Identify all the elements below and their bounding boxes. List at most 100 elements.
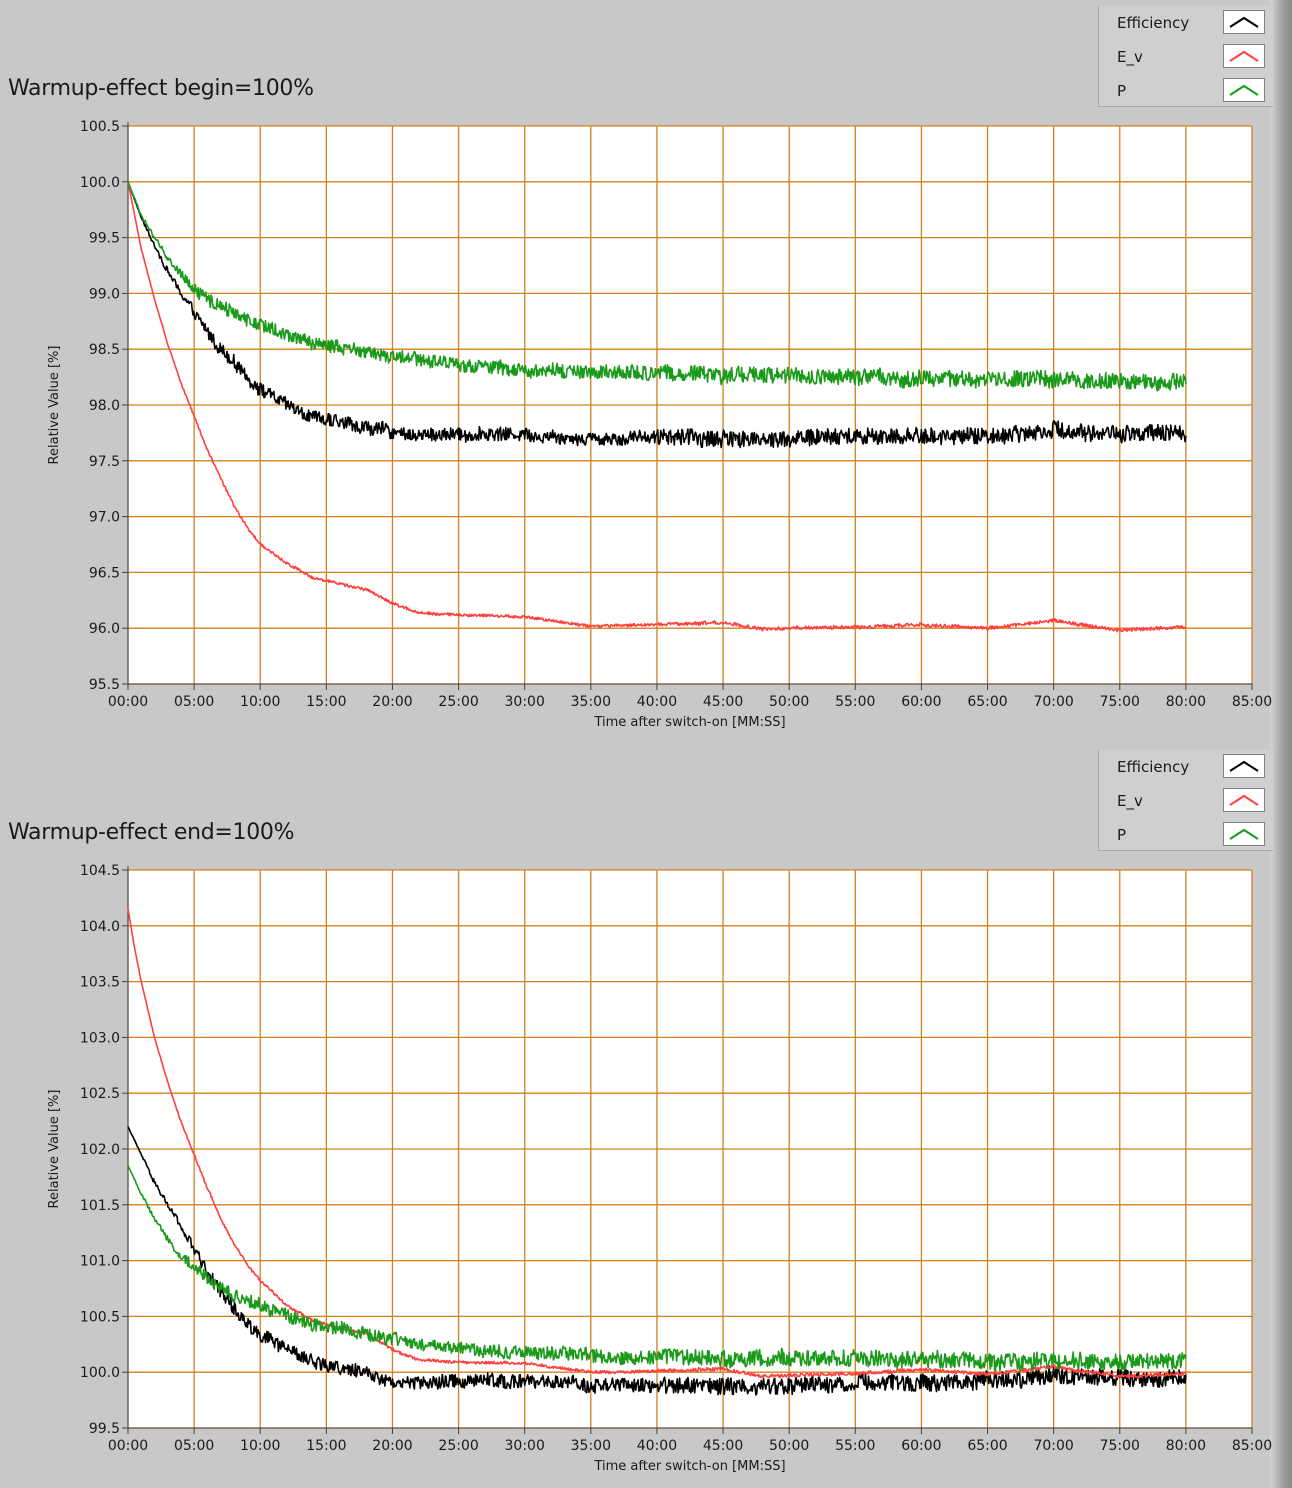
x-tick-label: 75:00 <box>1100 1438 1140 1454</box>
y-tick-label: 101.5 <box>80 1198 120 1214</box>
x-tick-label: 55:00 <box>835 694 875 710</box>
y-tick-label: 100.0 <box>80 175 120 191</box>
legend-line-icon <box>1229 50 1259 62</box>
series-line-efficiency <box>127 181 1187 449</box>
y-tick-label: 100.5 <box>80 1309 120 1325</box>
y-tick-label: 96.0 <box>89 621 120 637</box>
x-tick-label: 60:00 <box>901 694 941 710</box>
x-tick-label: 25:00 <box>438 694 478 710</box>
y-tick-label: 103.5 <box>80 975 120 991</box>
x-tick-label: 65:00 <box>967 1438 1007 1454</box>
legend-item-p[interactable]: P <box>1099 76 1273 106</box>
legend-line-icon <box>1229 84 1259 96</box>
chart-title: Warmup-effect begin=100% <box>8 76 314 101</box>
line-chart: Relative Value [%] Time after switch-on … <box>47 863 1272 1474</box>
x-tick-label: 15:00 <box>306 1438 346 1454</box>
chart-panel-begin: Warmup-effect begin=100% Efficiency E_v … <box>8 0 1292 744</box>
x-tick-label: 80:00 <box>1166 1438 1206 1454</box>
y-tick-label: 97.5 <box>89 454 120 470</box>
x-tick-label: 05:00 <box>174 694 214 710</box>
x-tick-label: 45:00 <box>703 694 743 710</box>
legend-line-icon <box>1229 794 1259 806</box>
y-tick-label: 99.0 <box>89 286 120 302</box>
y-tick-label: 101.0 <box>80 1254 120 1270</box>
x-tick-label: 55:00 <box>835 1438 875 1454</box>
legend-item-efficiency[interactable]: Efficiency <box>1099 8 1273 38</box>
legend-label: E_v <box>1117 48 1143 66</box>
legend-swatch-p[interactable] <box>1223 822 1265 846</box>
x-tick-label: 00:00 <box>108 694 148 710</box>
y-axis-label: Relative Value [%] <box>47 1090 62 1209</box>
legend-swatch-efficiency[interactable] <box>1223 10 1265 34</box>
line-chart: Relative Value [%] Time after switch-on … <box>47 119 1272 730</box>
x-tick-label: 65:00 <box>967 694 1007 710</box>
legend-item-e-v[interactable]: E_v <box>1099 786 1273 816</box>
x-tick-label: 75:00 <box>1100 694 1140 710</box>
legend-label: E_v <box>1117 792 1143 810</box>
y-tick-label: 96.5 <box>89 565 120 581</box>
chart-panel-end: Warmup-effect end=100% Efficiency E_v P … <box>0 744 1292 1488</box>
y-tick-label: 104.5 <box>80 863 120 879</box>
x-tick-label: 15:00 <box>306 694 346 710</box>
legend-swatch-e-v[interactable] <box>1223 44 1265 68</box>
series-line-e-v <box>127 181 1186 633</box>
y-axis-label: Relative Value [%] <box>47 346 62 465</box>
x-tick-label: 20:00 <box>372 1438 412 1454</box>
panel-scroll-rail <box>1270 744 1292 1488</box>
x-tick-label: 30:00 <box>505 1438 545 1454</box>
y-tick-label: 99.5 <box>89 1421 120 1437</box>
legend-line-icon <box>1229 828 1259 840</box>
legend-item-p[interactable]: P <box>1099 820 1273 850</box>
x-tick-label: 80:00 <box>1166 694 1206 710</box>
chart-title: Warmup-effect end=100% <box>8 820 295 845</box>
y-tick-label: 95.5 <box>89 677 120 693</box>
panel-scroll-rail <box>1270 0 1292 744</box>
legend-label: Efficiency <box>1117 14 1190 32</box>
x-tick-label: 35:00 <box>571 694 611 710</box>
x-tick-label: 50:00 <box>769 694 809 710</box>
x-axis-label: Time after switch-on [MM:SS] <box>593 715 785 730</box>
plot-legend[interactable]: Efficiency E_v P <box>1098 750 1273 851</box>
x-tick-label: 10:00 <box>240 694 280 710</box>
y-tick-label: 103.0 <box>80 1030 120 1046</box>
series-line-p <box>127 1165 1187 1372</box>
y-tick-label: 102.0 <box>80 1142 120 1158</box>
x-tick-label: 70:00 <box>1033 1438 1073 1454</box>
legend-item-efficiency[interactable]: Efficiency <box>1099 752 1273 782</box>
y-tick-label: 100.0 <box>80 1365 120 1381</box>
x-tick-label: 70:00 <box>1033 694 1073 710</box>
y-tick-label: 98.5 <box>89 342 120 358</box>
legend-line-icon <box>1229 760 1259 772</box>
series-line-p <box>127 181 1187 392</box>
legend-line-icon <box>1229 16 1259 28</box>
x-tick-label: 10:00 <box>240 1438 280 1454</box>
legend-label: P <box>1117 82 1127 100</box>
x-tick-label: 40:00 <box>637 1438 677 1454</box>
legend-swatch-e-v[interactable] <box>1223 788 1265 812</box>
legend-label: Efficiency <box>1117 758 1190 776</box>
legend-swatch-efficiency[interactable] <box>1223 754 1265 778</box>
x-tick-label: 50:00 <box>769 1438 809 1454</box>
x-tick-label: 60:00 <box>901 1438 941 1454</box>
x-tick-label: 00:00 <box>108 1438 148 1454</box>
x-tick-label: 05:00 <box>174 1438 214 1454</box>
y-tick-label: 97.0 <box>89 510 120 526</box>
x-tick-label: 25:00 <box>438 1438 478 1454</box>
plot-legend[interactable]: Efficiency E_v P <box>1098 6 1273 107</box>
legend-swatch-p[interactable] <box>1223 78 1265 102</box>
y-tick-label: 104.0 <box>80 919 120 935</box>
legend-label: P <box>1117 826 1127 844</box>
x-tick-label: 20:00 <box>372 694 412 710</box>
x-tick-label: 30:00 <box>505 694 545 710</box>
x-tick-label: 85:00 <box>1232 1438 1272 1454</box>
y-tick-label: 100.5 <box>80 119 120 135</box>
y-tick-label: 102.5 <box>80 1086 120 1102</box>
x-tick-label: 45:00 <box>703 1438 743 1454</box>
y-tick-label: 98.0 <box>89 398 120 414</box>
legend-item-e-v[interactable]: E_v <box>1099 42 1273 72</box>
x-tick-label: 35:00 <box>571 1438 611 1454</box>
x-axis-label: Time after switch-on [MM:SS] <box>593 1459 785 1474</box>
y-tick-label: 99.5 <box>89 231 120 247</box>
x-tick-label: 85:00 <box>1232 694 1272 710</box>
series-line-efficiency <box>127 1126 1187 1396</box>
